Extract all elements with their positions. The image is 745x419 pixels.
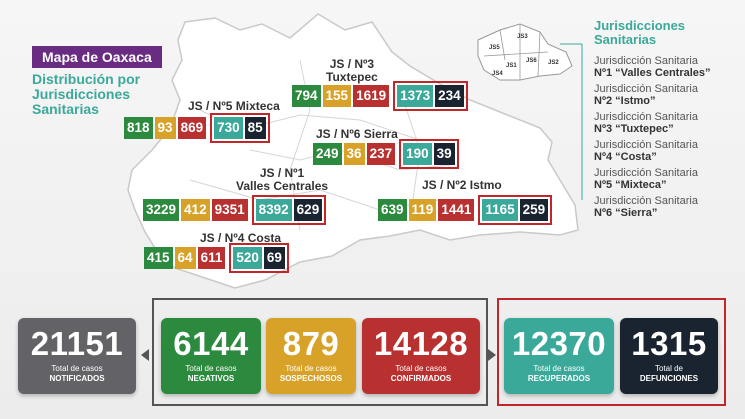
total-sospechosos-value: 879 (282, 325, 340, 362)
page-subtitle: Distribución por Jurisdicciones Sanitari… (32, 71, 141, 117)
js4-outcomes: 520 69 (229, 243, 289, 273)
js1-negativos: 3229 (143, 199, 180, 221)
legend-item: Jurisdicción Sanitaria Nº5 “Mixteca” (594, 167, 698, 191)
js5-negativos: 818 (124, 117, 153, 139)
js6-defunciones: 39 (433, 143, 455, 165)
total-recuperados-value: 12370 (511, 325, 607, 362)
frame-outcomes (497, 298, 726, 406)
legend-item: Jurisdicción Sanitaria Nº6 “Sierra” (594, 195, 698, 219)
mini-label-js2: JS2 (548, 60, 559, 66)
total-defunciones-value: 1315 (631, 325, 707, 362)
js4-label: JS / Nº4 Costa (200, 231, 282, 245)
js1-sospechosos: 412 (181, 199, 210, 221)
js6-label: JS / Nº6 Sierra (316, 127, 398, 141)
js5-sospechosos: 93 (154, 117, 176, 139)
mini-label-js4: JS4 (492, 71, 503, 77)
js3-outcomes: 1373 234 (393, 81, 468, 111)
total-notificados-card: 21151 Total de casos NOTIFICADOS (18, 318, 136, 394)
legend-title: Jurisdicciones Sanitarias (594, 18, 686, 47)
js6-stats: 249 36 237 190 39 (313, 139, 459, 169)
js3-stats: 794 155 1619 1373 234 (292, 81, 468, 111)
js4-recuperados: 520 (233, 247, 262, 269)
js6-negativos: 249 (313, 143, 342, 165)
mini-map (477, 23, 583, 200)
js1-outcomes: 8392 629 (251, 195, 327, 225)
js3-confirmados: 1619 (353, 85, 390, 107)
js2-confirmados: 1441 (438, 199, 475, 221)
js2-defunciones: 259 (519, 199, 549, 221)
frame-notified-breakdown (152, 298, 488, 406)
js4-negativos: 415 (144, 247, 173, 269)
total-defunciones-card: 1315 Total de DEFUNCIONES (620, 318, 718, 394)
total-negativos-value: 6144 (173, 325, 249, 362)
js3-defunciones: 234 (435, 85, 464, 107)
js5-recuperados: 730 (214, 117, 243, 139)
js4-confirmados: 611 (197, 247, 226, 269)
js3-label: JS / Nº3 Tuxtepec (326, 57, 378, 84)
total-confirmados-value: 14128 (373, 325, 469, 362)
js1-defunciones: 629 (293, 199, 323, 221)
total-sospechosos-card: 879 Total de casos SOSPECHOSOS (266, 318, 356, 394)
js3-sospechosos: 155 (322, 85, 352, 107)
mini-label-js6: JS6 (526, 58, 537, 64)
total-negativos-card: 6144 Total de casos NEGATIVOS (161, 318, 261, 394)
mini-label-js3: JS3 (517, 34, 528, 40)
js1-recuperados: 8392 (255, 199, 292, 221)
page-title: Mapa de Oaxaca (32, 46, 162, 68)
total-confirmados-card: 14128 Total de casos CONFIRMADOS (362, 318, 480, 394)
legend-item: Jurisdicción Sanitaria Nº2 “Istmo” (594, 83, 698, 107)
js2-negativos: 639 (378, 199, 407, 221)
legend-item: Jurisdicción Sanitaria Nº4 “Costa” (594, 139, 698, 163)
js4-stats: 415 64 611 520 69 (144, 243, 289, 273)
js1-stats: 3229 412 9351 8392 629 (143, 195, 327, 225)
js5-outcomes: 730 85 (210, 113, 270, 143)
js1-confirmados: 9351 (211, 199, 248, 221)
arrow-right-icon (488, 349, 496, 361)
arrow-left-icon (141, 349, 149, 361)
js6-outcomes: 190 39 (399, 139, 459, 169)
mini-label-js5: JS5 (489, 45, 500, 51)
js2-sospechosos: 119 (408, 199, 437, 221)
js6-recuperados: 190 (403, 143, 432, 165)
js6-confirmados: 237 (366, 143, 396, 165)
js3-recuperados: 1373 (397, 85, 434, 107)
js2-label: JS / Nº2 Istmo (422, 178, 502, 192)
total-notificados-value: 21151 (30, 325, 124, 362)
js4-sospechosos: 64 (174, 247, 196, 269)
legend-item: Jurisdicción Sanitaria Nº1 “Valles Centra… (594, 55, 711, 79)
js5-defunciones: 85 (244, 117, 266, 139)
js2-recuperados: 1165 (482, 199, 518, 221)
total-recuperados-card: 12370 Total de casos RECUPERADOS (504, 318, 614, 394)
legend-list: Jurisdicción Sanitaria Nº1 “Valles Centra… (594, 55, 744, 223)
legend-item: Jurisdicción Sanitaria Nº3 “Tuxtepec” (594, 111, 698, 135)
js5-confirmados: 869 (177, 117, 207, 139)
js6-sospechosos: 36 (343, 143, 365, 165)
js2-outcomes: 1165 259 (478, 195, 553, 225)
js5-stats: 818 93 869 730 85 (124, 113, 270, 143)
js1-label: JS / Nº1 Valles Centrales (236, 166, 329, 193)
js4-defunciones: 69 (263, 247, 285, 269)
js2-stats: 639 119 1441 1165 259 (378, 195, 553, 225)
js5-label: JS / Nº5 Mixteca (188, 99, 280, 113)
js3-negativos: 794 (292, 85, 321, 107)
mini-label-js1: JS1 (506, 63, 517, 69)
